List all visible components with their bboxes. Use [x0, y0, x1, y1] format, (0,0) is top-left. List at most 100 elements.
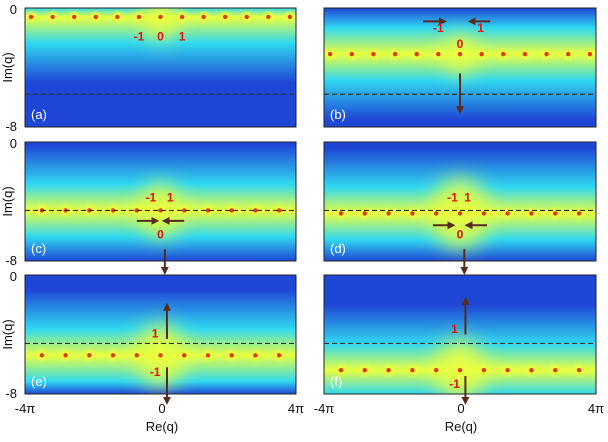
maximum-dot: [576, 368, 582, 373]
order-label: 1: [179, 30, 186, 44]
panel-5: 1 -1 (e) Im(q) 0 -8: [0, 269, 297, 405]
maximum-dot: [566, 51, 571, 57]
x-axis-label-2: Re(q): [445, 419, 478, 434]
maximum-dot: [205, 353, 211, 358]
maximum-dot: [134, 208, 139, 213]
order-label: 0: [157, 228, 164, 242]
order-label: 1: [167, 191, 174, 205]
maximum-dot: [433, 368, 439, 373]
order-label: 1: [477, 21, 484, 35]
order-label: 0: [457, 228, 464, 242]
maximum-dot: [229, 208, 234, 213]
order-label: -1: [134, 30, 145, 44]
maximum-dot: [244, 14, 249, 20]
maximum-dot: [529, 211, 534, 216]
maximum-dot: [362, 368, 367, 373]
panel-tag: (c): [31, 241, 46, 256]
maximum-dot: [158, 208, 163, 213]
maximum-dot: [576, 211, 582, 216]
maximum-dot: [338, 211, 344, 216]
maximum-dot: [276, 353, 282, 358]
x-tick-right-2: 4π: [588, 401, 604, 416]
panel-6: 1 -1 (f): [323, 274, 597, 405]
order-label: -1: [449, 377, 460, 391]
maximum-dot: [182, 208, 187, 213]
maximum-dot: [63, 353, 68, 358]
order-label: -1: [433, 21, 444, 35]
maximum-dot: [39, 353, 45, 358]
order-label: 1: [464, 191, 471, 205]
maximum-dot: [457, 51, 463, 57]
maximum-dot: [553, 368, 558, 373]
panel-1: -1 0 1 (a) Im(q) 0 -8: [0, 2, 297, 134]
maximum-dot: [505, 211, 510, 216]
maximum-dot: [134, 353, 139, 358]
panel-4: -1 1 0 (d): [323, 141, 597, 275]
order-label: -1: [145, 191, 156, 205]
x-axis-label-1: Re(q): [146, 419, 179, 434]
maximum-dot: [457, 211, 463, 216]
x-tick-left-2: -4π: [314, 401, 335, 416]
panel-tag: (a): [31, 107, 47, 122]
maximum-dot: [386, 368, 391, 373]
maximum-dot: [287, 14, 293, 20]
maximum-dot: [436, 51, 441, 57]
order-label: -1: [150, 365, 161, 379]
central-hot-region: [142, 8, 179, 39]
maximum-dot: [529, 368, 534, 373]
y-tick-label: 0: [10, 2, 17, 17]
maximum-dot: [253, 208, 258, 213]
maximum-dot: [410, 211, 415, 216]
y-tick-label: 0: [10, 269, 17, 284]
maximum-dot: [115, 14, 120, 20]
maximum-dot: [479, 51, 484, 57]
maximum-dot: [338, 368, 344, 373]
maximum-dot: [179, 14, 185, 20]
panel-tag: (e): [31, 374, 47, 389]
panel-tag: (b): [330, 107, 346, 122]
panel-2: -1 01 (b): [323, 7, 597, 128]
maximum-dot: [276, 208, 282, 213]
x-tick-center-1: 0: [158, 401, 165, 416]
maximum-dot: [501, 51, 506, 57]
panel-frame: [24, 141, 297, 262]
order-label: 1: [451, 322, 458, 336]
panel-tag: (d): [330, 241, 346, 256]
maximum-dot: [371, 51, 376, 57]
maximum-dot: [481, 211, 487, 216]
maximum-dot: [28, 14, 34, 20]
maximum-dot: [386, 211, 391, 216]
x-tick-right-1: 4π: [288, 401, 304, 416]
maximum-dot: [72, 14, 77, 20]
maximum-dot: [50, 14, 55, 20]
panel-frame: [24, 274, 297, 395]
maximum-dot: [158, 353, 163, 358]
order-label: 0: [457, 37, 464, 51]
maximum-dot: [349, 51, 354, 57]
maximum-dot: [587, 51, 593, 57]
order-label: 1: [152, 326, 159, 340]
maximum-dot: [505, 368, 510, 373]
maximum-dot: [266, 14, 271, 20]
maximum-dot: [201, 14, 206, 20]
maximum-dot: [410, 368, 415, 373]
maximum-dot: [544, 51, 549, 57]
maximum-dot: [136, 14, 142, 20]
y-tick-label: -8: [5, 119, 17, 134]
panel-tag: (f): [330, 374, 342, 389]
maximum-dot: [522, 51, 528, 57]
x-tick-center-2: 0: [457, 401, 464, 416]
maximum-dot: [182, 353, 187, 358]
maximum-dot: [158, 14, 163, 20]
maximum-dot: [362, 211, 367, 216]
panel-3: -1 1 0 (c) Im(q) 0 -8: [0, 136, 297, 275]
maximum-dot: [414, 51, 419, 57]
y-axis-label: Im(q): [0, 186, 15, 216]
y-tick-label: -8: [5, 253, 17, 268]
maximum-dot: [433, 211, 439, 216]
maximum-dot: [392, 51, 398, 57]
maximum-dot: [222, 14, 228, 20]
panel-frame: [323, 7, 597, 128]
maximum-dot: [481, 368, 487, 373]
